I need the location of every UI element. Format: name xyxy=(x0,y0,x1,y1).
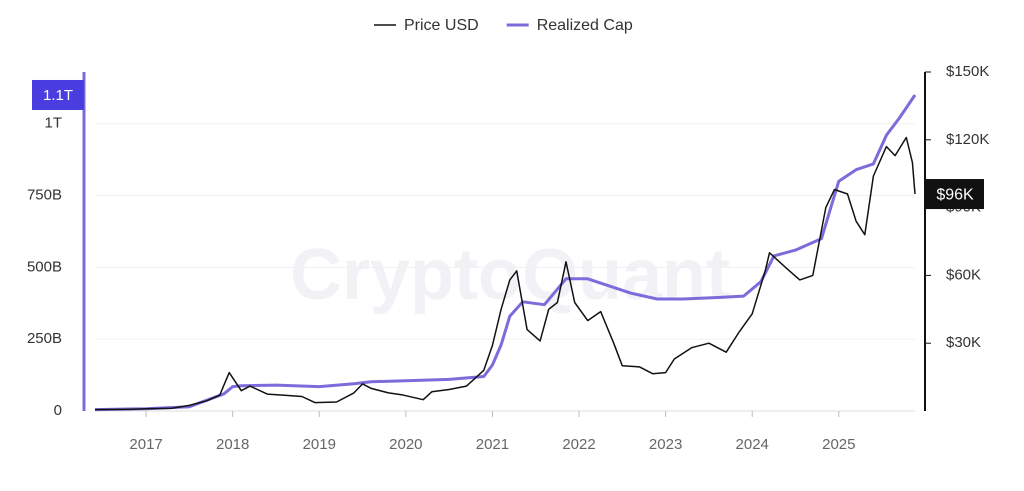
value-badge xyxy=(926,179,984,210)
y-tick-label: 0 xyxy=(54,402,62,419)
x-tick-label: 2023 xyxy=(649,436,682,453)
x-tick-label: 2022 xyxy=(562,436,595,453)
value-badge xyxy=(32,79,84,110)
y2-tick-label: $30K xyxy=(946,334,981,351)
y-tick-label: 250B xyxy=(27,330,62,347)
value-badge-label: $96K xyxy=(936,186,974,203)
x-tick-label: 2019 xyxy=(303,436,336,453)
y-tick-label: 750B xyxy=(27,187,62,204)
x-tick-label: 2018 xyxy=(216,436,249,453)
x-tick-label: 2020 xyxy=(389,436,422,453)
y2-tick-label: $60K xyxy=(946,266,981,283)
y2-tick-label: $120K xyxy=(946,131,989,148)
y2-tick-label: $150K xyxy=(946,63,989,80)
legend-label: Price USD xyxy=(404,17,479,34)
series-line xyxy=(94,136,916,411)
x-tick-label: 2024 xyxy=(736,436,769,453)
y-tick-label: 1T xyxy=(44,115,62,132)
y-tick-label: 500B xyxy=(27,258,62,275)
legend-label: Realized Cap xyxy=(537,17,633,34)
value-badge-label: 1.1T xyxy=(43,87,73,104)
watermark: CryptoQuant xyxy=(290,235,730,315)
x-tick-label: 2017 xyxy=(129,436,162,453)
series-line xyxy=(94,94,917,412)
x-tick-label: 2021 xyxy=(476,436,509,453)
x-tick-label: 2025 xyxy=(822,436,855,453)
